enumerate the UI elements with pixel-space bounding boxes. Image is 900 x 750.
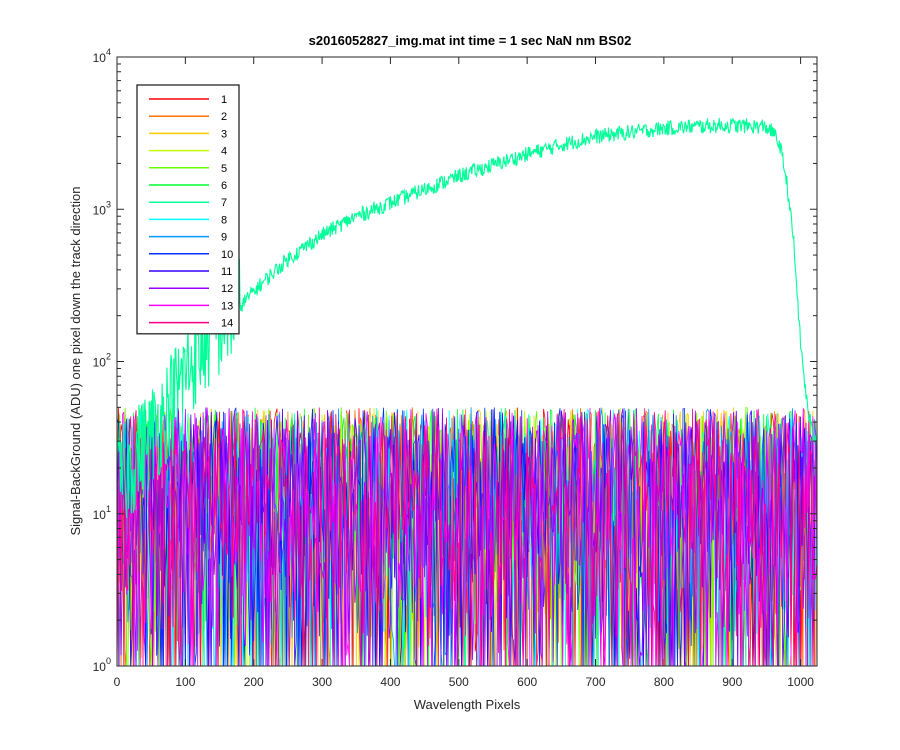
x-axis-label: Wavelength Pixels <box>414 697 521 712</box>
legend-label-6: 6 <box>221 180 227 192</box>
y-tick-label: 101 <box>93 504 111 522</box>
legend-label-9: 9 <box>221 232 227 244</box>
series-line-7 <box>117 117 817 518</box>
legend-label-1: 1 <box>221 94 227 106</box>
legend-label-11: 11 <box>221 266 232 278</box>
x-tick-label: 800 <box>654 675 674 689</box>
legend-label-10: 10 <box>221 249 233 261</box>
x-tick-label: 1000 <box>787 675 814 689</box>
legend-label-2: 2 <box>221 111 227 123</box>
legend-label-13: 13 <box>221 300 233 312</box>
legend-label-4: 4 <box>221 146 227 158</box>
legend-label-5: 5 <box>221 163 227 175</box>
y-tick-label: 104 <box>93 47 111 65</box>
series-layer <box>117 117 817 666</box>
x-tick-label: 200 <box>244 675 264 689</box>
y-tick-label: 102 <box>93 352 111 370</box>
x-tick-label: 900 <box>722 675 742 689</box>
x-tick-label: 0 <box>114 675 121 689</box>
legend-label-14: 14 <box>221 318 233 330</box>
x-tick-label: 400 <box>380 675 400 689</box>
y-tick-label: 100 <box>93 656 111 674</box>
legend-label-7: 7 <box>221 197 227 209</box>
legend-label-8: 8 <box>221 214 227 226</box>
x-tick-label: 700 <box>586 675 606 689</box>
legend-label-3: 3 <box>221 128 227 140</box>
y-axis-label: Signal-BackGround (ADU) one pixel down t… <box>68 186 83 535</box>
x-tick-label: 600 <box>517 675 537 689</box>
axes-layer: 0 100 200 300 400 500 600 700 800 900 100010010110… <box>93 47 818 689</box>
series-line-14 <box>117 407 817 666</box>
chart-title: s2016052827_img.mat int time = 1 sec NaN… <box>309 33 632 48</box>
legend-box <box>136 84 240 335</box>
x-tick-label: 100 <box>175 675 195 689</box>
x-tick-label: 300 <box>312 675 332 689</box>
x-tick-label: 500 <box>449 675 469 689</box>
legend-label-12: 12 <box>221 283 233 295</box>
y-tick-label: 103 <box>93 199 111 217</box>
